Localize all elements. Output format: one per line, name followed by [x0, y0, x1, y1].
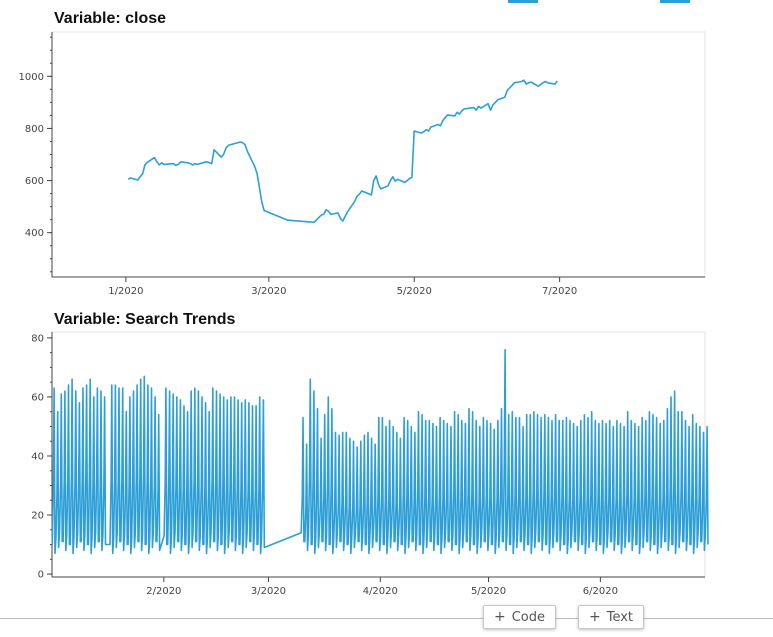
y-tick-label: 400 — [25, 228, 44, 239]
add-text-label: Text — [606, 609, 634, 625]
y-tick-label: 800 — [25, 124, 44, 135]
add-code-label: Code — [511, 609, 546, 625]
x-tick-label: 6/2020 — [583, 586, 618, 597]
x-tick-label: 5/2020 — [397, 286, 432, 297]
x-tick-label: 4/2020 — [363, 586, 398, 597]
close-price-chart: 400 600 800 1000 1/2020 3/2020 5/2020 7/2020 — [19, 31, 706, 297]
plot-frame — [51, 31, 706, 278]
x-tick-label: 5/2020 — [471, 586, 506, 597]
legend-mark-left — [508, 0, 538, 3]
search-trends-chart: 0 20 40 60 80 2/2020 3/2020 4/2020 5/2020 6/2020 — [31, 331, 709, 597]
y-tick-label: 40 — [31, 451, 44, 462]
add-text-button[interactable]: + Text — [578, 605, 645, 629]
legend-mark-right — [660, 0, 690, 3]
y-tick-label: 80 — [31, 333, 44, 344]
x-tick-label: 3/2020 — [251, 286, 286, 297]
chart-title-close: Variable: close — [54, 10, 167, 27]
plus-icon: + — [494, 609, 506, 625]
chart-title-search-trends: Variable: Search Trends — [54, 311, 236, 328]
y-tick-label: 1000 — [19, 72, 44, 83]
y-tick-label: 0 — [38, 570, 44, 581]
search-trends-series-line — [51, 348, 709, 555]
x-tick-label: 3/2020 — [251, 586, 286, 597]
cell-divider — [0, 618, 773, 619]
x-tick-label: 1/2020 — [108, 286, 143, 297]
y-tick-label: 20 — [31, 511, 44, 522]
x-tick-label: 7/2020 — [542, 286, 577, 297]
add-code-button[interactable]: + Code — [483, 605, 557, 629]
close-series-line — [127, 79, 558, 224]
x-tick-label: 2/2020 — [146, 586, 181, 597]
y-tick-label: 600 — [25, 176, 44, 187]
y-tick-label: 60 — [31, 392, 44, 403]
plus-icon: + — [589, 609, 601, 625]
